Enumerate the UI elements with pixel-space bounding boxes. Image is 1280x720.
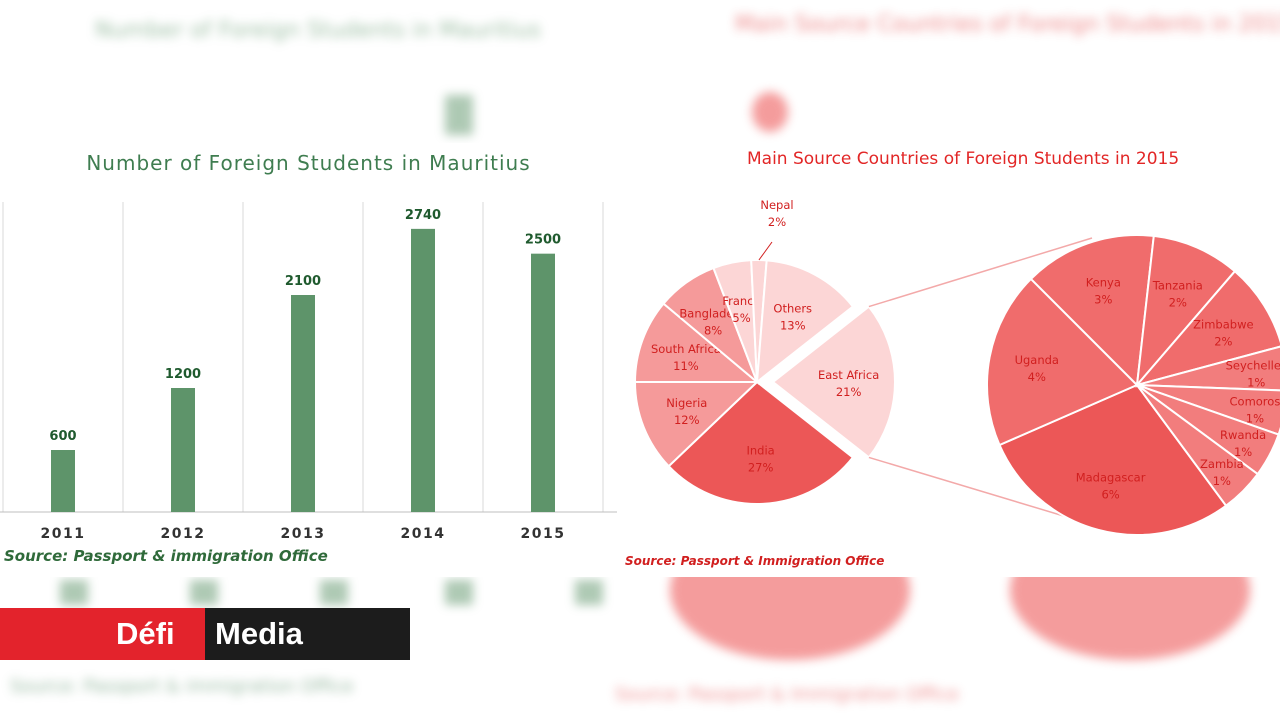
slice-label: Zambia (1200, 457, 1244, 471)
pie-slice-south-africa (633, 302, 760, 383)
slice-label: Uganda (1015, 353, 1059, 367)
logo-text-defi: Défi (116, 616, 175, 651)
slice-percent: 5% (732, 311, 750, 325)
nepal-leader-line (758, 241, 773, 261)
bar-chart-source: Source: Passport & immigration Office (4, 547, 328, 565)
pie-slice-india (667, 380, 855, 505)
bar-value-label: 2100 (285, 274, 321, 289)
breakdown-slice-madagascar (998, 383, 1228, 536)
bar-2013 (291, 295, 315, 512)
slice-percent: 21% (836, 385, 862, 399)
bar-chart-panel: Number of Foreign Students in Mauritius … (0, 143, 617, 577)
bar-2012 (171, 388, 195, 512)
slice-label: Tanzania (1152, 279, 1203, 293)
slice-percent: 3% (1094, 293, 1112, 307)
breakdown-slice-seychelles (1136, 345, 1280, 392)
connector-line-top (868, 237, 1093, 308)
bar-value-label: 2500 (525, 233, 561, 248)
slice-label: India (746, 444, 774, 458)
pie-slice-others (755, 259, 855, 385)
x-tick-label: 2011 (41, 526, 86, 542)
slice-label: France (722, 294, 760, 308)
slice-percent: 11% (673, 359, 699, 373)
breakdown-slice-zambia (1136, 384, 1260, 508)
pie-chart-source: Source: Passport & Immigration Office (625, 554, 885, 568)
pie-chart-title: Main Source Countries of Foreign Student… (747, 149, 1180, 169)
logo-text-media: Media (215, 616, 303, 651)
slice-label: South Africa (651, 342, 721, 356)
bar-value-label: 2740 (405, 208, 441, 223)
x-tick-label: 2012 (161, 526, 206, 542)
breakdown-slice-kenya (1029, 234, 1155, 388)
breakdown-slice-zimbabwe (1134, 269, 1280, 387)
breakdown-slice-uganda (986, 277, 1139, 447)
slice-label: Kenya (1086, 276, 1121, 290)
x-tick-label: 2015 (521, 526, 566, 542)
bar-2015 (531, 253, 555, 512)
slice-label: Comoros (1230, 394, 1280, 408)
x-tick-label: 2014 (401, 526, 446, 542)
defi-media-logo: Défi Media (0, 608, 410, 660)
pie-chart-panel: Main Source Countries of Foreign Student… (617, 143, 1280, 577)
bar-value-label: 600 (49, 429, 76, 444)
bar-chart-title: Number of Foreign Students in Mauritius (86, 151, 531, 175)
slice-label: Nepal (760, 198, 793, 212)
blurred-right-title: Main Source Countries of Foreign Student… (735, 12, 1280, 37)
slice-percent: 13% (780, 318, 806, 332)
slice-percent: 1% (1213, 474, 1231, 488)
slice-label: East Africa (818, 368, 879, 382)
blurred-bar (575, 580, 603, 605)
blurred-bar (320, 580, 348, 605)
slice-label: Nigeria (666, 396, 707, 410)
blurred-bar (445, 95, 473, 135)
slice-label: Madagascar (1076, 471, 1146, 485)
slice-percent: 1% (1234, 445, 1252, 459)
bar-2014 (411, 228, 435, 512)
slice-percent: 8% (704, 323, 722, 337)
slice-percent: 4% (1028, 370, 1046, 384)
pie-slice-east-africa (771, 305, 896, 459)
blurred-pie (752, 92, 788, 132)
slice-percent: 2% (1214, 335, 1232, 349)
bar-2011 (51, 450, 75, 512)
logo-red-block (0, 608, 205, 660)
blurred-left-title: Number of Foreign Students in Mauritius (95, 18, 541, 43)
slice-label: Seychelles (1226, 359, 1280, 373)
slice-percent: 12% (674, 413, 700, 427)
blurred-bar (60, 580, 88, 605)
slice-percent: 27% (748, 461, 774, 475)
pie-slice-nigeria (633, 381, 760, 468)
bar-value-label: 1200 (165, 367, 201, 382)
blurred-bar (445, 580, 473, 605)
x-tick-label: 2013 (281, 526, 326, 542)
slice-percent: 1% (1246, 411, 1264, 425)
breakdown-slice-tanzania (1135, 234, 1237, 389)
blurred-left-source: Source: Passport & immigration Office (10, 676, 354, 697)
slice-percent: 6% (1101, 488, 1119, 502)
slice-percent: 2% (1169, 296, 1187, 310)
connector-line-bottom (868, 456, 1078, 521)
bar-chart: 600 2011 1200 2012 2100 2013 2740 2014 2500 2015 (0, 202, 617, 542)
slice-label: Zimbabwe (1193, 318, 1253, 332)
blurred-right-source: Source: Passport & Immigration Office (615, 684, 959, 705)
slice-percent: 1% (1247, 376, 1265, 390)
slice-label: Rwanda (1220, 428, 1266, 442)
slice-percent: 2% (768, 215, 786, 229)
blurred-bar (190, 580, 218, 605)
slice-label: Others (773, 301, 812, 315)
